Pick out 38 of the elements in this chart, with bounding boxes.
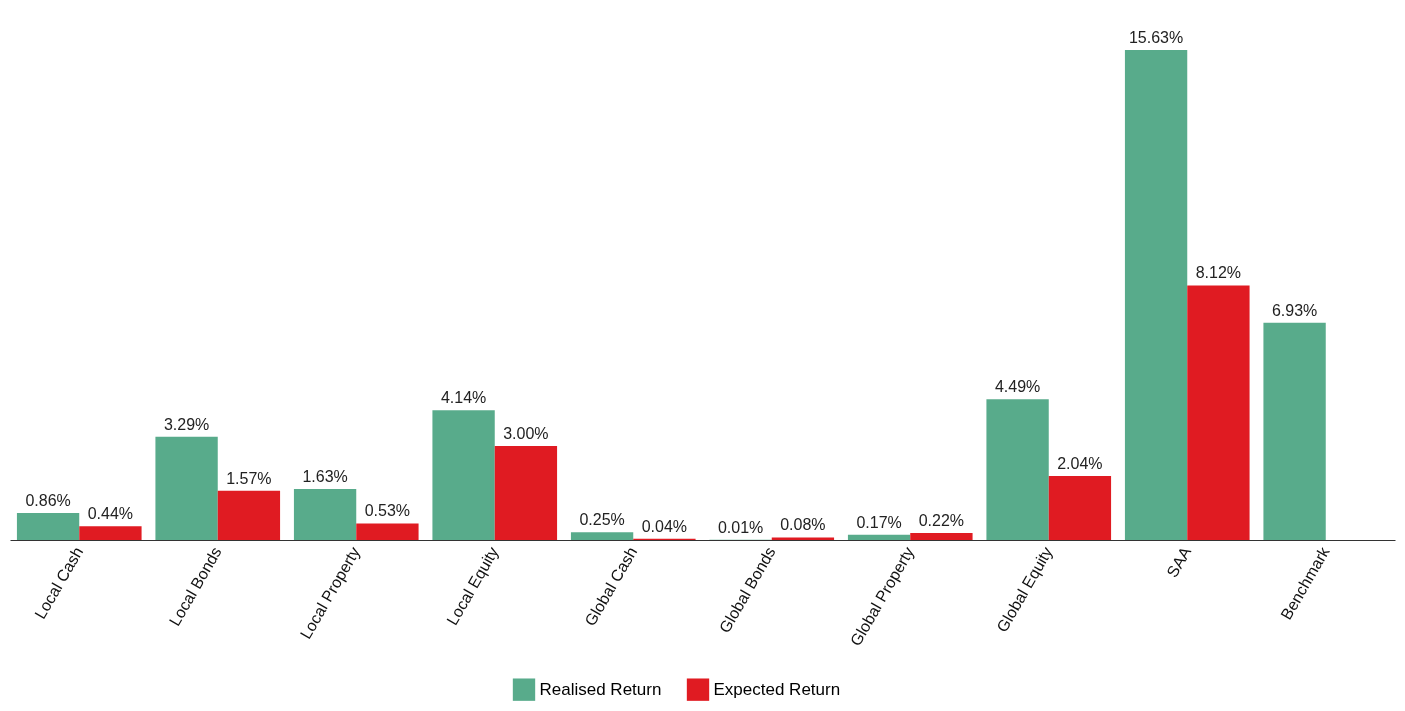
legend-label: Expected Return: [713, 679, 841, 699]
data-label: 0.22%: [918, 512, 965, 530]
bar: [986, 399, 1049, 540]
data-label: 1.57%: [226, 469, 272, 487]
legend-label: Realised Return: [539, 679, 662, 699]
data-label: 15.63%: [1128, 29, 1184, 46]
data-label: 0.17%: [856, 513, 902, 531]
bar: [16, 513, 80, 540]
data-label: 4.49%: [994, 378, 1041, 396]
bar: [570, 532, 634, 540]
data-label: 0.53%: [364, 502, 411, 520]
data-label: 3.00%: [503, 424, 549, 442]
bar: [1263, 322, 1326, 540]
data-label: 3.29%: [163, 415, 210, 433]
bar: [1124, 50, 1188, 540]
bar: [293, 488, 357, 540]
bar: [910, 533, 973, 540]
data-label: 0.08%: [780, 516, 826, 534]
data-label: 4.14%: [440, 389, 487, 407]
data-label: 0.44%: [87, 505, 134, 523]
data-label: 0.04%: [641, 517, 688, 535]
bar: [155, 436, 218, 540]
bar: [217, 490, 281, 540]
data-label: 6.93%: [1271, 301, 1318, 319]
data-label: 2.04%: [1057, 455, 1103, 473]
data-label: 8.12%: [1195, 264, 1242, 282]
bar: [1048, 476, 1112, 540]
bar: [1187, 285, 1250, 540]
data-label: 0.01%: [717, 518, 764, 536]
bar: [847, 534, 911, 540]
bar: [771, 537, 835, 540]
bar: [79, 526, 142, 540]
bar: [356, 523, 419, 540]
data-label: 0.25%: [579, 511, 625, 529]
data-label: 1.63%: [302, 467, 348, 485]
bar: [432, 410, 495, 540]
bar: [494, 445, 558, 540]
data-label: 0.86%: [25, 492, 71, 510]
